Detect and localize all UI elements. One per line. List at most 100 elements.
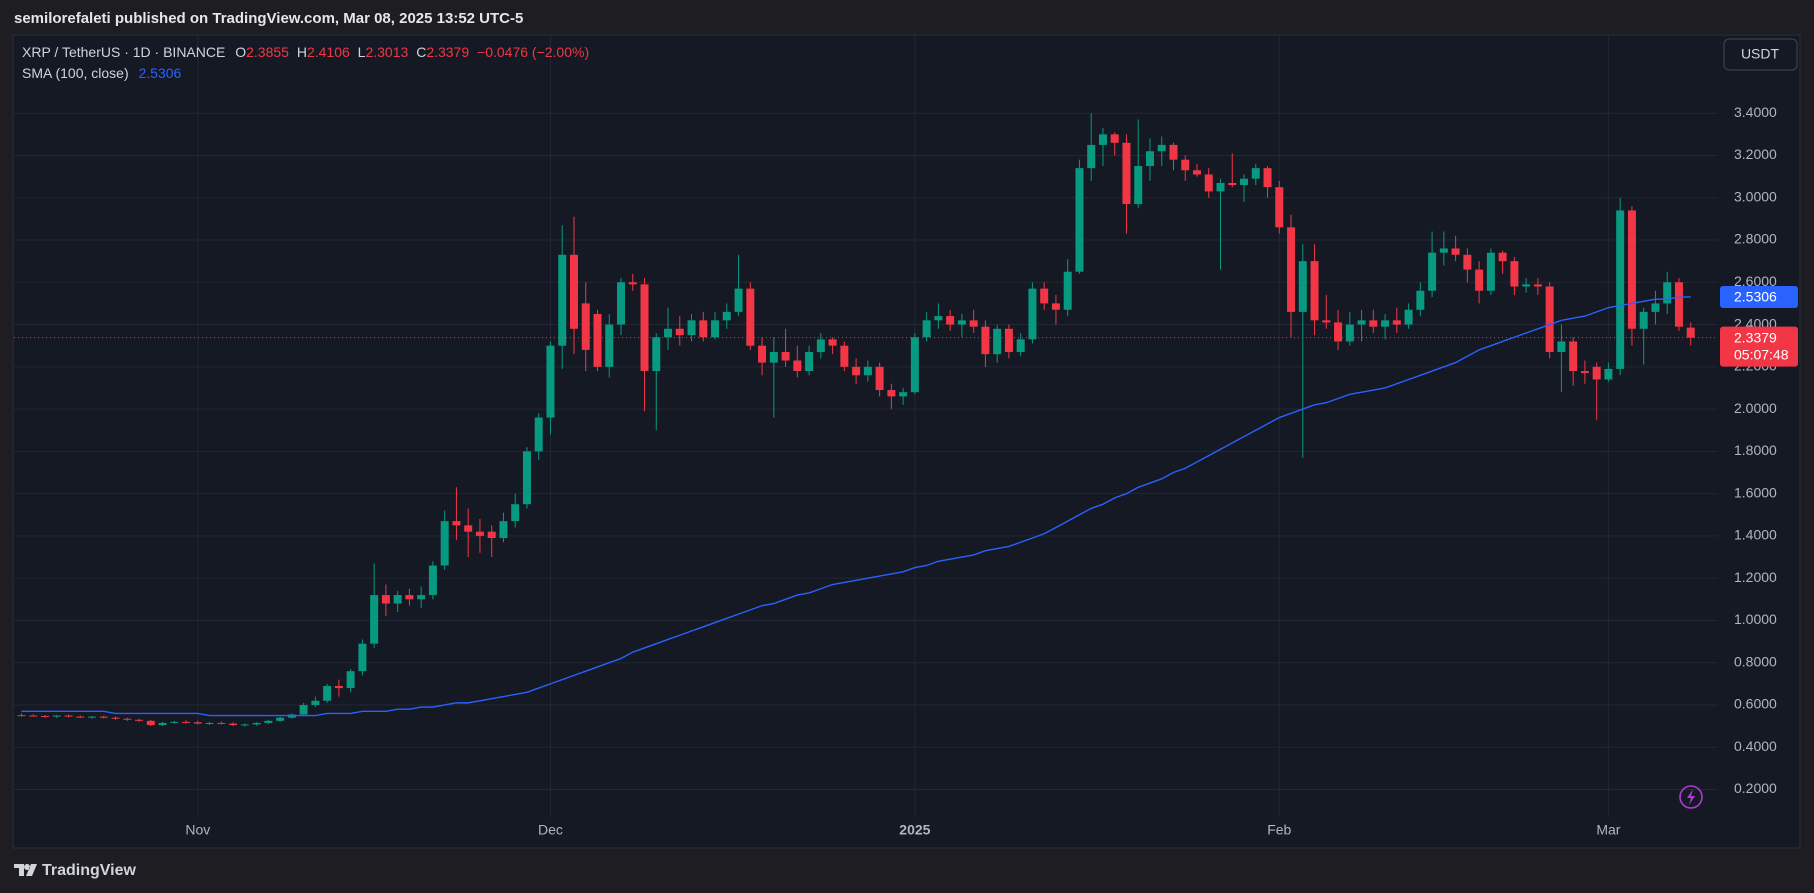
candle-body	[617, 282, 626, 325]
candle-body	[993, 328, 1002, 355]
candle-body	[1357, 320, 1366, 325]
candle-body	[852, 366, 861, 376]
y-tick-label: 2.8000	[1734, 231, 1777, 247]
legend-change: −0.0476 (−2.00%)	[477, 44, 589, 60]
candle-body	[711, 320, 720, 338]
candle-body	[1322, 320, 1331, 323]
candle-body	[393, 595, 402, 604]
candle-body	[88, 716, 97, 718]
candle-body	[1510, 261, 1519, 287]
y-tick-label: 3.2000	[1734, 146, 1777, 162]
candle-body	[1287, 227, 1296, 312]
candle-body	[1557, 341, 1566, 353]
candle-body	[1381, 320, 1390, 327]
y-tick-label: 0.6000	[1734, 696, 1777, 712]
candle-body	[652, 337, 661, 372]
candle-body	[722, 311, 731, 321]
lightning-bolt[interactable]	[1687, 789, 1695, 805]
candle-body	[464, 525, 473, 532]
legend-low: 2.3013	[365, 44, 408, 60]
candle-body	[805, 352, 814, 372]
candle-body	[769, 352, 778, 363]
candle-body	[311, 700, 320, 705]
publish-header: semilorefaleti published on TradingView.…	[14, 10, 523, 27]
candle-body	[746, 288, 755, 346]
candle-body	[1463, 254, 1472, 270]
candle-body	[1486, 252, 1495, 291]
candle-body	[323, 685, 332, 701]
last-price-tag	[1720, 326, 1798, 367]
y-tick-label: 0.8000	[1734, 653, 1777, 669]
candle-body	[334, 685, 343, 689]
candle-body	[240, 724, 249, 726]
brand-name[interactable]: TradingView	[42, 862, 137, 879]
logo-mark[interactable]	[14, 864, 37, 876]
candle-body	[1181, 159, 1190, 171]
legend-letter: O	[235, 44, 246, 60]
candle-body	[1533, 284, 1542, 287]
candle-body	[1545, 286, 1554, 353]
symbol-name: XRP / TetherUS · 1D · BINANCE	[22, 44, 225, 60]
y-tick-label: 1.2000	[1734, 569, 1777, 585]
legend-letter: H	[297, 44, 307, 60]
candle-body	[229, 723, 238, 726]
currency-button[interactable]: USDT	[1723, 38, 1798, 71]
candle-body	[76, 716, 85, 718]
countdown-label: 05:07:48	[1734, 346, 1789, 362]
candle-body	[910, 337, 919, 393]
candle-body	[664, 328, 673, 338]
candle-body	[264, 720, 273, 723]
candle-body	[111, 717, 120, 719]
candle-body	[182, 721, 191, 723]
x-tick-label: Feb	[1267, 822, 1291, 838]
candle-body	[1498, 252, 1507, 262]
candle-body	[417, 595, 426, 600]
candle-body	[1040, 288, 1049, 304]
candle-body	[934, 316, 943, 321]
plot: 0.2000 0.4000 0.6000 0.8000 1.0000 1.2000 1.40…	[14, 35, 1798, 838]
footer-logo[interactable]: TradingView	[14, 862, 137, 879]
candle-body	[687, 320, 696, 336]
chart-frame	[12, 34, 1801, 849]
candle-body	[1522, 284, 1531, 287]
lightning-icon[interactable]	[1679, 785, 1703, 809]
candle-body	[146, 720, 155, 726]
candle-body	[1627, 210, 1636, 329]
candle-body	[1298, 261, 1307, 312]
candle-body	[99, 716, 108, 718]
candle-body	[52, 715, 61, 717]
candle-body	[1157, 144, 1166, 152]
candle-body	[1087, 144, 1096, 169]
candle-body	[1145, 151, 1154, 167]
sma-price-tag	[1720, 285, 1798, 308]
y-tick-label: 3.4000	[1734, 104, 1777, 120]
candle-body	[17, 715, 26, 717]
candle-body	[1428, 252, 1437, 291]
candle-body	[1098, 134, 1107, 145]
sma-name: SMA (100, close)	[22, 65, 129, 81]
candle-body	[252, 722, 261, 725]
candle-body	[1392, 320, 1401, 325]
candle-body	[899, 392, 908, 397]
candle-body	[840, 345, 849, 367]
currency-button-label[interactable]: USDT	[1741, 46, 1780, 62]
y-tick-label: 1.4000	[1734, 527, 1777, 543]
currency-button-box[interactable]	[1723, 38, 1798, 71]
candle-body	[1228, 182, 1237, 186]
candle-body	[793, 360, 802, 372]
candle-body	[41, 715, 50, 717]
candle-body	[1439, 248, 1448, 253]
legend-letter: L	[358, 44, 366, 60]
candle-body	[1451, 248, 1460, 255]
y-tick-label: 3.0000	[1734, 188, 1777, 204]
candle-body	[1169, 144, 1178, 160]
sma-value: 2.5306	[139, 65, 182, 81]
candle-body	[1663, 282, 1672, 304]
x-tick-label: 2025	[899, 822, 930, 838]
lightning-circle[interactable]	[1679, 785, 1703, 809]
candle-body	[1004, 328, 1013, 353]
candle-body	[1110, 134, 1119, 143]
candle-body	[946, 316, 955, 325]
